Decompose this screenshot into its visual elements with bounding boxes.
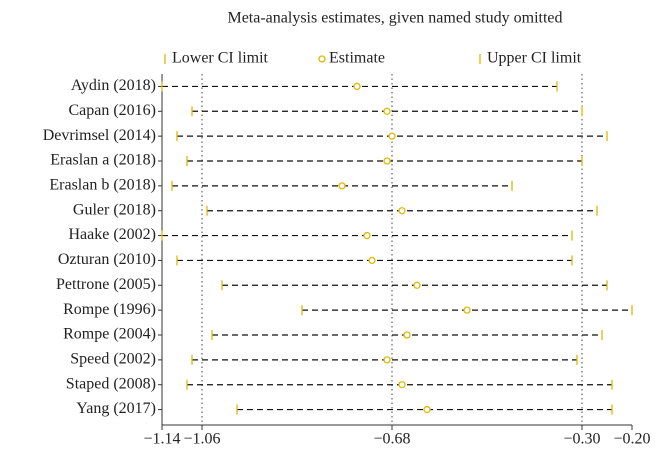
y-tick-label: Capan (2016) [68, 102, 156, 119]
legend-label: Estimate [329, 50, 385, 67]
x-tick-label: −0.68 [373, 431, 410, 448]
legend-label: Lower CI limit [172, 50, 269, 67]
estimate [363, 231, 371, 240]
y-tick-label: Rompe (2004) [63, 326, 156, 343]
y-tick-label: Aydin (2018) [71, 77, 156, 94]
y-tick-label: Guler (2018) [73, 201, 156, 218]
y-tick-label: Pettrone (2005) [56, 276, 156, 293]
x-tick-label: −0.30 [563, 431, 600, 448]
estimate [383, 356, 391, 364]
y-tick-label: Eraslan a (2018) [50, 152, 156, 169]
estimate [338, 182, 346, 190]
y-tick-label: Ozturan (2010) [58, 251, 156, 268]
x-tick-label: −0.20 [613, 431, 650, 448]
estimate [463, 306, 471, 314]
estimate [368, 256, 376, 265]
y-tick-label: Eraslan b (2018) [49, 177, 156, 194]
y-tick-label: Devrimsel (2014) [43, 127, 156, 144]
estimate [398, 381, 406, 389]
x-tick-label: −1.14 [143, 431, 180, 448]
y-tick-label: Staped (2008) [66, 375, 156, 392]
estimate [423, 405, 431, 414]
estimate [413, 281, 421, 289]
estimate [403, 331, 411, 339]
estimate [388, 132, 396, 140]
estimate [383, 107, 391, 115]
y-tick-label: Rompe (1996) [63, 301, 156, 318]
estimate [383, 157, 391, 165]
y-tick-label: Haake (2002) [68, 226, 156, 243]
y-tick-label: Speed (2002) [70, 351, 156, 368]
legend-marker [318, 55, 326, 63]
chart-title: Meta-analysis estimates, given named stu… [227, 10, 562, 27]
legend-label: Upper CI limit [487, 50, 582, 67]
estimate [398, 207, 406, 215]
y-tick-label: Yang (2017) [76, 400, 156, 417]
estimate [353, 82, 361, 91]
x-tick-label: −1.06 [183, 431, 220, 448]
